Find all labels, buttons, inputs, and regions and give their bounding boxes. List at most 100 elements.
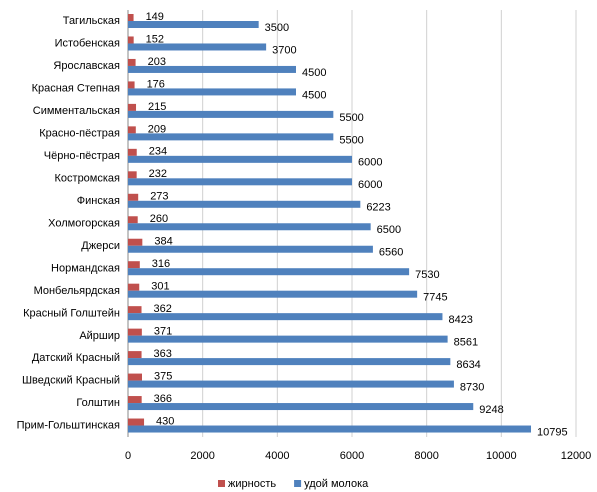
bar <box>128 200 361 208</box>
data-label: 366 <box>154 393 172 405</box>
data-label: 8423 <box>448 314 472 326</box>
data-label: 8634 <box>456 359 480 371</box>
data-label: 149 <box>146 11 164 23</box>
bar <box>128 351 142 359</box>
bar <box>128 261 140 269</box>
bar <box>128 21 259 28</box>
data-label: 6223 <box>366 202 390 214</box>
data-label: 430 <box>156 415 174 427</box>
y-tick-label: Красный Голштейн <box>23 307 120 319</box>
data-label: 6000 <box>358 179 382 191</box>
y-tick-label: Красная Степная <box>32 83 120 95</box>
y-tick-label: Джерси <box>81 240 120 252</box>
data-label: 301 <box>151 281 169 293</box>
data-label: 234 <box>149 146 167 158</box>
y-tick-label: Монбельярдская <box>34 285 120 297</box>
y-tick-label: Красно-пёстрая <box>39 128 120 140</box>
bar <box>128 43 267 51</box>
data-label: 8561 <box>454 337 478 349</box>
bar <box>128 216 138 224</box>
y-tick-label: Финская <box>77 195 120 207</box>
bar <box>128 110 334 118</box>
y-tick-label: Костромская <box>55 172 121 184</box>
data-label: 363 <box>154 348 172 360</box>
y-tick-label: Голштин <box>76 397 120 409</box>
data-label: 7530 <box>415 269 439 281</box>
bar <box>128 178 352 186</box>
x-tick-label: 12000 <box>561 450 592 462</box>
y-tick-label: Ярославская <box>53 60 120 72</box>
legend-swatch <box>218 480 225 487</box>
y-tick-label: Симментальская <box>33 105 120 117</box>
bar <box>128 328 142 336</box>
legend-label: удой молока <box>304 478 369 490</box>
bar <box>128 380 454 388</box>
data-label: 316 <box>152 258 170 270</box>
data-label: 209 <box>148 123 166 135</box>
x-tick-label: 4000 <box>265 450 289 462</box>
bar <box>128 313 443 321</box>
bar <box>128 245 373 253</box>
data-label: 4500 <box>302 67 326 79</box>
data-label: 362 <box>154 303 172 315</box>
y-tick-label: Холмогорская <box>48 217 120 229</box>
data-label: 8730 <box>460 381 484 393</box>
x-tick-label: 2000 <box>190 450 214 462</box>
data-label: 6000 <box>358 157 382 169</box>
bar <box>128 126 136 134</box>
data-label: 4500 <box>302 89 326 101</box>
data-label: 7745 <box>423 292 447 304</box>
legend-swatch <box>294 480 302 487</box>
data-label: 260 <box>150 213 168 225</box>
bar <box>128 223 371 231</box>
data-label: 203 <box>148 56 166 68</box>
data-label: 6500 <box>377 224 401 236</box>
bar <box>128 193 139 201</box>
data-label: 176 <box>147 78 165 90</box>
x-tick-label: 8000 <box>414 450 438 462</box>
data-label: 371 <box>154 326 172 338</box>
bar <box>128 306 142 314</box>
bar <box>128 283 140 291</box>
y-tick-label: Чёрно-пёстрая <box>44 150 120 162</box>
bar <box>128 335 448 343</box>
x-tick-label: 6000 <box>340 450 364 462</box>
data-label: 5500 <box>339 112 363 124</box>
data-label: 10795 <box>537 426 568 438</box>
x-tick-label: 0 <box>125 450 131 462</box>
y-tick-label: Истобенская <box>55 38 120 50</box>
bar <box>128 290 418 298</box>
legend-label: жирность <box>228 478 276 490</box>
data-label: 152 <box>146 33 164 45</box>
data-label: 3500 <box>265 22 289 34</box>
data-label: 384 <box>154 236 172 248</box>
bar <box>128 396 142 404</box>
bar <box>128 171 137 179</box>
y-tick-label: Датский Красный <box>32 352 120 364</box>
bar <box>128 418 145 426</box>
y-tick-label: Тагильская <box>63 15 120 27</box>
data-label: 232 <box>149 168 167 180</box>
bar <box>128 425 532 433</box>
bar <box>128 65 296 73</box>
bar <box>128 148 137 156</box>
y-tick-label: Нормандская <box>51 262 120 274</box>
y-tick-label: Прим-Гольштинская <box>17 420 120 432</box>
bar <box>128 403 474 411</box>
data-label: 215 <box>148 101 166 113</box>
bar <box>128 238 143 246</box>
data-label: 375 <box>154 370 172 382</box>
x-tick-label: 10000 <box>486 450 517 462</box>
bar <box>128 58 136 66</box>
data-label: 5500 <box>339 134 363 146</box>
data-label: 3700 <box>272 44 296 56</box>
data-label: 6560 <box>379 247 403 259</box>
data-label: 9248 <box>479 404 503 416</box>
bar <box>128 155 352 163</box>
data-label: 273 <box>150 191 168 203</box>
y-tick-label: Айршир <box>79 330 120 342</box>
bar <box>128 14 134 21</box>
bar <box>128 81 135 89</box>
bar <box>128 88 296 96</box>
